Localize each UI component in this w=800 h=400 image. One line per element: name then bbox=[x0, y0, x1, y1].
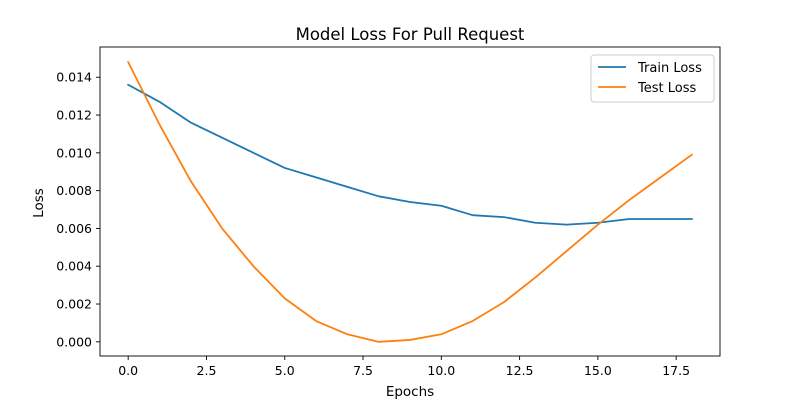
y-tick-label: 0.006 bbox=[56, 221, 92, 236]
y-axis-label: Loss bbox=[31, 188, 47, 218]
y-tick-label: 0.012 bbox=[56, 108, 92, 123]
legend-label-train-loss: Train Loss bbox=[637, 61, 702, 76]
y-tick-label: 0.014 bbox=[56, 70, 92, 85]
y-tick-label: 0.008 bbox=[56, 183, 92, 198]
x-axis: 0.0 2.5 5.0 7.5 10.0 12.5 15.0 17.5 bbox=[118, 356, 690, 378]
x-tick-label: 10.0 bbox=[427, 363, 455, 378]
legend-label-test-loss: Test Loss bbox=[637, 81, 696, 96]
x-tick-label: 5.0 bbox=[275, 363, 295, 378]
y-tick-label: 0.004 bbox=[56, 259, 92, 274]
x-tick-label: 15.0 bbox=[584, 363, 612, 378]
plot-frame bbox=[99, 46, 721, 357]
series-line-train-loss bbox=[126, 83, 693, 226]
x-tick-label: 17.5 bbox=[662, 363, 690, 378]
chart-title: Model Loss For Pull Request bbox=[296, 25, 525, 44]
legend: Train Loss Test Loss bbox=[590, 54, 715, 103]
y-tick-label: 0.002 bbox=[56, 297, 92, 312]
x-tick-label: 12.5 bbox=[506, 363, 534, 378]
x-tick-label: 7.5 bbox=[353, 363, 373, 378]
x-tick-label: 2.5 bbox=[197, 363, 217, 378]
plot-area bbox=[126, 60, 694, 343]
y-tick-label: 0.000 bbox=[56, 334, 92, 349]
y-tick-label: 0.010 bbox=[56, 145, 92, 160]
x-axis-label: Epochs bbox=[386, 384, 434, 400]
x-tick-label: 0.0 bbox=[118, 363, 138, 378]
y-axis: 0.000 0.002 0.004 0.006 0.008 0.010 0.012 0.014 bbox=[56, 70, 100, 349]
series-line-test-loss bbox=[126, 60, 694, 343]
